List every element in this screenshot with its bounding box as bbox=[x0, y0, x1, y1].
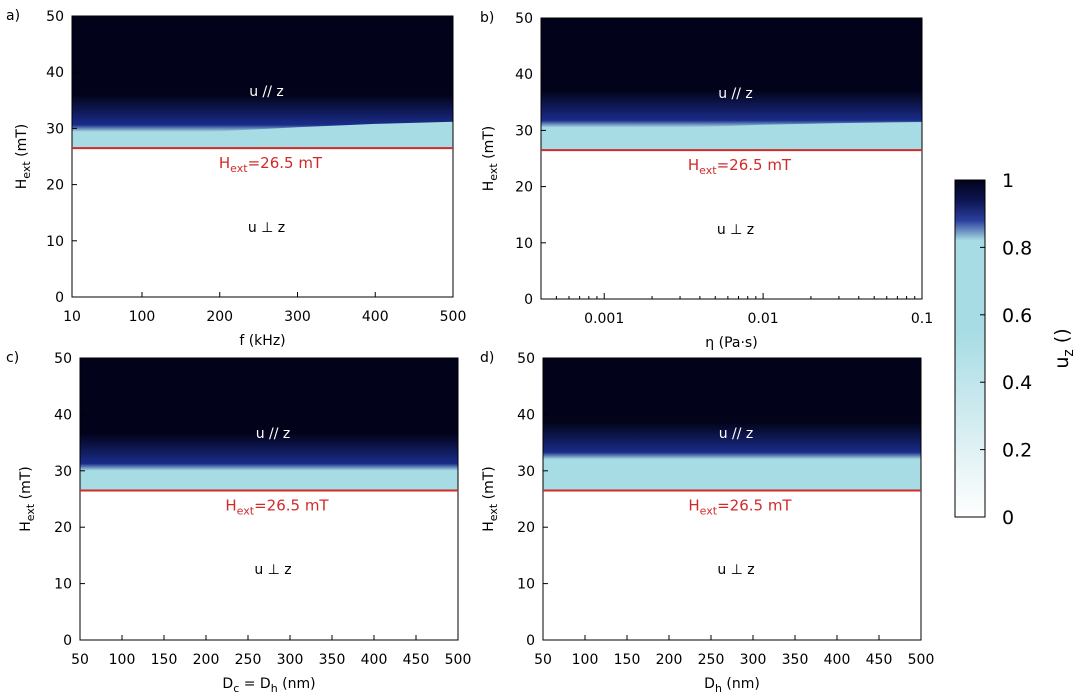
x-tick-label: 300 bbox=[277, 652, 304, 668]
panel-letter: b) bbox=[480, 10, 494, 26]
y-tick-label: 30 bbox=[515, 123, 533, 139]
panel-letter: d) bbox=[480, 350, 494, 366]
colorbar-gradient bbox=[954, 179, 986, 518]
y-tick-label: 10 bbox=[46, 234, 64, 250]
y-tick-label: 50 bbox=[517, 351, 535, 367]
x-tick-label: 250 bbox=[698, 652, 725, 668]
x-tick-label: 10 bbox=[63, 309, 81, 325]
x-axis-label: Dc = Dh (nm) bbox=[222, 676, 315, 695]
y-tick-label: 10 bbox=[54, 577, 72, 593]
y-tick-label: 20 bbox=[46, 178, 64, 194]
colorbar: 0 0.2 0.4 0.6 0.8 1 uz () bbox=[954, 170, 1077, 529]
y-axis-label: Hext (mT) bbox=[14, 124, 33, 190]
panel-letter: c) bbox=[6, 350, 19, 366]
x-tick-label: 100 bbox=[572, 652, 599, 668]
y-tick-label: 0 bbox=[526, 633, 535, 649]
plot-frame bbox=[79, 357, 459, 641]
y-tick-label: 0 bbox=[63, 633, 72, 649]
x-tick-label: 200 bbox=[656, 652, 683, 668]
threshold-label: Hext=26.5 mT bbox=[688, 156, 792, 177]
x-tick-label: 200 bbox=[193, 652, 220, 668]
x-tick-label: 350 bbox=[319, 652, 346, 668]
y-tick-label: 30 bbox=[54, 464, 72, 480]
y-tick-label: 0 bbox=[524, 292, 533, 308]
y-tick-label: 40 bbox=[54, 407, 72, 423]
panel-3: Hext=26.5 mT u // z u ⊥ z 0 10 20 30 40 50 50 100 1… bbox=[6, 350, 471, 695]
plot-frame bbox=[542, 357, 922, 641]
x-tick-label: 100 bbox=[129, 309, 156, 325]
x-tick-label: 0.1 bbox=[911, 311, 933, 327]
threshold-label: Hext=26.5 mT bbox=[219, 154, 323, 175]
x-axis-label: f (kHz) bbox=[239, 333, 285, 349]
colorbar-label: uz () bbox=[1051, 328, 1077, 368]
region-label-upper: u // z bbox=[719, 426, 754, 442]
x-tick-label: 500 bbox=[908, 652, 935, 668]
panel-2: Hext=26.5 mT u // z u ⊥ z 0 10 20 30 40 50 0.001 0… bbox=[480, 10, 933, 351]
x-tick-label: 400 bbox=[824, 652, 851, 668]
colorbar-tick-label: 0.8 bbox=[1002, 237, 1032, 259]
y-tick-label: 50 bbox=[515, 11, 533, 27]
y-tick-label: 40 bbox=[46, 65, 64, 81]
x-tick-label: 0.001 bbox=[584, 311, 624, 327]
y-tick-label: 20 bbox=[517, 520, 535, 536]
colorbar-tick-label: 0 bbox=[1002, 507, 1014, 529]
y-tick-label: 40 bbox=[515, 67, 533, 83]
panel-letter: a) bbox=[6, 8, 20, 24]
x-axis-label: Dh (nm) bbox=[704, 676, 760, 695]
y-tick-label: 10 bbox=[517, 577, 535, 593]
y-tick-label: 30 bbox=[46, 121, 64, 137]
x-axis-label: η (Pa·s) bbox=[705, 335, 757, 351]
y-tick-label: 20 bbox=[515, 180, 533, 196]
y-tick-label: 50 bbox=[54, 351, 72, 367]
region-label-lower: u ⊥ z bbox=[717, 562, 754, 578]
lower-region bbox=[72, 148, 453, 297]
region-label-upper: u // z bbox=[256, 426, 291, 442]
threshold-label: Hext=26.5 mT bbox=[225, 497, 329, 518]
region-label-lower: u ⊥ z bbox=[717, 222, 754, 238]
colorbar-tick-label: 0.2 bbox=[1002, 440, 1032, 462]
x-tick-label: 500 bbox=[445, 652, 472, 668]
x-tick-label: 400 bbox=[362, 309, 389, 325]
panel-4: Hext=26.5 mT u // z u ⊥ z 0 10 20 30 40 50 50 100 1… bbox=[480, 350, 934, 695]
lower-region bbox=[80, 490, 458, 640]
x-tick-label: 50 bbox=[71, 652, 89, 668]
y-tick-label: 10 bbox=[515, 236, 533, 252]
x-tick-label: 200 bbox=[206, 309, 233, 325]
y-tick-label: 0 bbox=[55, 290, 64, 306]
x-tick-label: 250 bbox=[235, 652, 262, 668]
colorbar-tick-label: 1 bbox=[1002, 170, 1014, 192]
y-axis-label: Hext (mT) bbox=[18, 466, 37, 532]
x-tick-label: 400 bbox=[361, 652, 388, 668]
x-tick-label: 450 bbox=[866, 652, 893, 668]
x-tick-label: 450 bbox=[403, 652, 430, 668]
x-tick-label: 300 bbox=[740, 652, 767, 668]
plot-frame bbox=[540, 17, 923, 300]
y-tick-label: 50 bbox=[46, 9, 64, 25]
region-label-lower: u ⊥ z bbox=[254, 562, 291, 578]
x-tick-label: 150 bbox=[614, 652, 641, 668]
colorbar-tick-label: 0.6 bbox=[1002, 305, 1032, 327]
lower-region bbox=[543, 490, 921, 640]
y-axis-label: Hext (mT) bbox=[481, 466, 500, 532]
y-tick-label: 20 bbox=[54, 520, 72, 536]
y-tick-label: 40 bbox=[517, 407, 535, 423]
plot-frame bbox=[71, 15, 454, 298]
x-tick-label: 300 bbox=[284, 309, 311, 325]
panel-1: Hext=26.5 mT u // z u ⊥ z 0 10 20 30 40 50 10 100 2… bbox=[6, 8, 466, 349]
x-tick-label: 100 bbox=[109, 652, 136, 668]
x-tick-label: 150 bbox=[151, 652, 178, 668]
lower-region bbox=[541, 150, 922, 299]
x-tick-label: 50 bbox=[534, 652, 552, 668]
x-tick-label: 0.01 bbox=[748, 311, 779, 327]
threshold-label: Hext=26.5 mT bbox=[688, 497, 792, 518]
region-label-upper: u // z bbox=[249, 84, 284, 100]
colorbar-tick-label: 0.4 bbox=[1002, 372, 1032, 394]
region-label-upper: u // z bbox=[718, 86, 753, 102]
y-axis-label: Hext (mT) bbox=[481, 126, 500, 192]
region-label-lower: u ⊥ z bbox=[248, 220, 285, 236]
y-tick-label: 30 bbox=[517, 464, 535, 480]
x-tick-label: 350 bbox=[782, 652, 809, 668]
x-tick-label: 500 bbox=[440, 309, 467, 325]
